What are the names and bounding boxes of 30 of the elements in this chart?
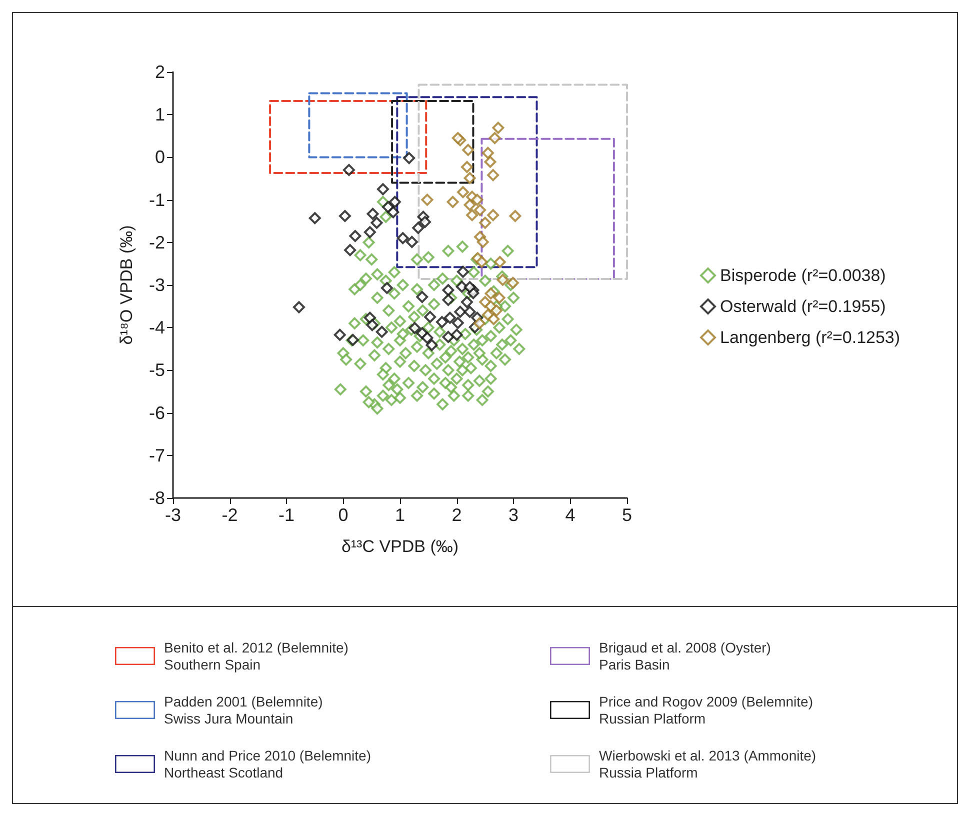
y-tick-label: 0	[154, 147, 165, 168]
legend-label: Wierbowski et al. 2013 (Ammonite) Russia Platform	[599, 748, 816, 780]
x-tick-label: 3	[508, 505, 519, 525]
y-tick-label: -5	[148, 360, 165, 380]
y-axis-title: δ¹⁸O VPDB (‰)	[117, 225, 136, 345]
x-tick-label: 4	[565, 505, 576, 525]
y-tick-label: -8	[148, 488, 165, 508]
x-axis-title: δ¹³C VPDB (‰)	[341, 537, 459, 556]
y-tick-label: 1	[154, 104, 165, 125]
y-tick-label: -7	[148, 445, 165, 466]
legend-label: Padden 2001 (Belemnite) Swiss Jura Mountain	[164, 694, 323, 726]
y-tick-label: -3	[148, 275, 165, 295]
legend-label: Nunn and Price 2010 (Belemnite) Northeast Scotland	[164, 748, 372, 780]
y-tick-label: -1	[148, 190, 165, 210]
legend-label: Benito et al. 2012 (Belemnite) Southern Spain	[164, 640, 348, 672]
legend-label: Langenberg (r²=0.1253)	[720, 328, 900, 347]
x-tick-label: 1	[394, 505, 406, 525]
legend-label: Bisperode (r²=0.0038)	[720, 266, 886, 285]
legend-label: Price and Rogov 2009 (Belemnite) Russian Platform	[599, 694, 814, 726]
legend-label: Brigaud et al. 2008 (Oyster) Paris Basin	[599, 640, 771, 672]
x-tick-label: -1	[278, 505, 295, 525]
x-tick-label: -2	[222, 505, 238, 525]
y-tick-label: -6	[148, 402, 165, 423]
y-tick-label: 2	[154, 62, 165, 82]
legend-label: Osterwald (r²=0.1955)	[720, 297, 886, 316]
y-tick-label: -2	[148, 232, 165, 252]
y-tick-label: -4	[148, 318, 165, 338]
x-tick-label: 0	[338, 505, 348, 525]
x-tick-label: 2	[452, 505, 462, 525]
x-tick-label: 5	[622, 505, 632, 525]
